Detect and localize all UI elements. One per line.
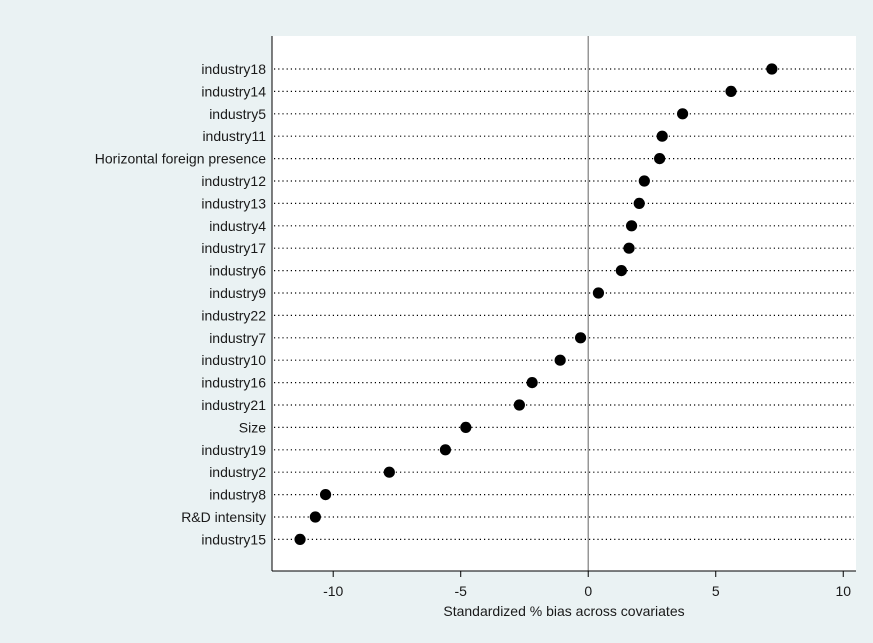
data-point bbox=[574, 332, 587, 344]
category-label: industry22 bbox=[201, 307, 266, 323]
x-tick-label: 5 bbox=[712, 583, 720, 599]
data-point bbox=[638, 175, 650, 187]
data-point bbox=[383, 466, 395, 478]
x-tick-label: -5 bbox=[454, 583, 467, 599]
category-label: industry8 bbox=[209, 487, 266, 503]
category-label: industry18 bbox=[201, 61, 266, 77]
category-label: industry17 bbox=[201, 240, 266, 256]
data-point bbox=[513, 399, 525, 411]
category-label: industry13 bbox=[201, 195, 266, 211]
data-point bbox=[615, 265, 627, 277]
data-point bbox=[676, 108, 689, 120]
data-point bbox=[633, 197, 645, 209]
category-label: industry16 bbox=[201, 375, 266, 391]
category-label: industry10 bbox=[201, 352, 266, 368]
category-label: industry12 bbox=[201, 173, 266, 189]
category-label: Horizontal foreign presence bbox=[95, 151, 266, 167]
category-label: industry5 bbox=[209, 106, 266, 122]
data-point bbox=[623, 242, 635, 254]
category-label: industry11 bbox=[202, 128, 266, 144]
x-axis-ticks: -10 -5 0 5 10 bbox=[323, 571, 851, 599]
data-point bbox=[625, 220, 638, 232]
category-label: industry14 bbox=[201, 83, 266, 99]
data-point bbox=[592, 287, 605, 299]
data-point bbox=[460, 421, 472, 433]
data-point bbox=[526, 377, 538, 389]
category-label: Size bbox=[239, 419, 266, 435]
data-point bbox=[309, 511, 321, 523]
data-point bbox=[319, 489, 332, 501]
data-point bbox=[725, 85, 737, 97]
x-tick-label: -10 bbox=[323, 583, 343, 599]
data-point bbox=[554, 354, 566, 366]
data-markers bbox=[294, 63, 778, 546]
category-label: industry2 bbox=[209, 464, 266, 480]
data-point bbox=[766, 63, 778, 75]
x-tick-label: 10 bbox=[835, 583, 851, 599]
category-label: industry21 bbox=[201, 397, 266, 413]
data-point bbox=[294, 533, 306, 546]
data-point bbox=[439, 444, 452, 456]
category-label: industry7 bbox=[209, 330, 266, 346]
category-label: industry9 bbox=[209, 285, 266, 301]
category-label: industry19 bbox=[201, 442, 266, 458]
category-label: industry15 bbox=[201, 531, 266, 547]
guide-lines bbox=[274, 68, 854, 541]
category-label: R&D intensity bbox=[181, 509, 266, 525]
data-point bbox=[654, 153, 666, 165]
category-labels: industry18 industry14 industry5 industry11 H… bbox=[95, 61, 266, 547]
data-point bbox=[656, 130, 668, 142]
x-axis-title: Standardized % bias across covariates bbox=[443, 603, 684, 619]
category-label: industry4 bbox=[209, 218, 266, 234]
x-tick-label: 0 bbox=[584, 583, 592, 599]
plot-area bbox=[272, 36, 856, 571]
category-label: industry6 bbox=[209, 263, 266, 279]
